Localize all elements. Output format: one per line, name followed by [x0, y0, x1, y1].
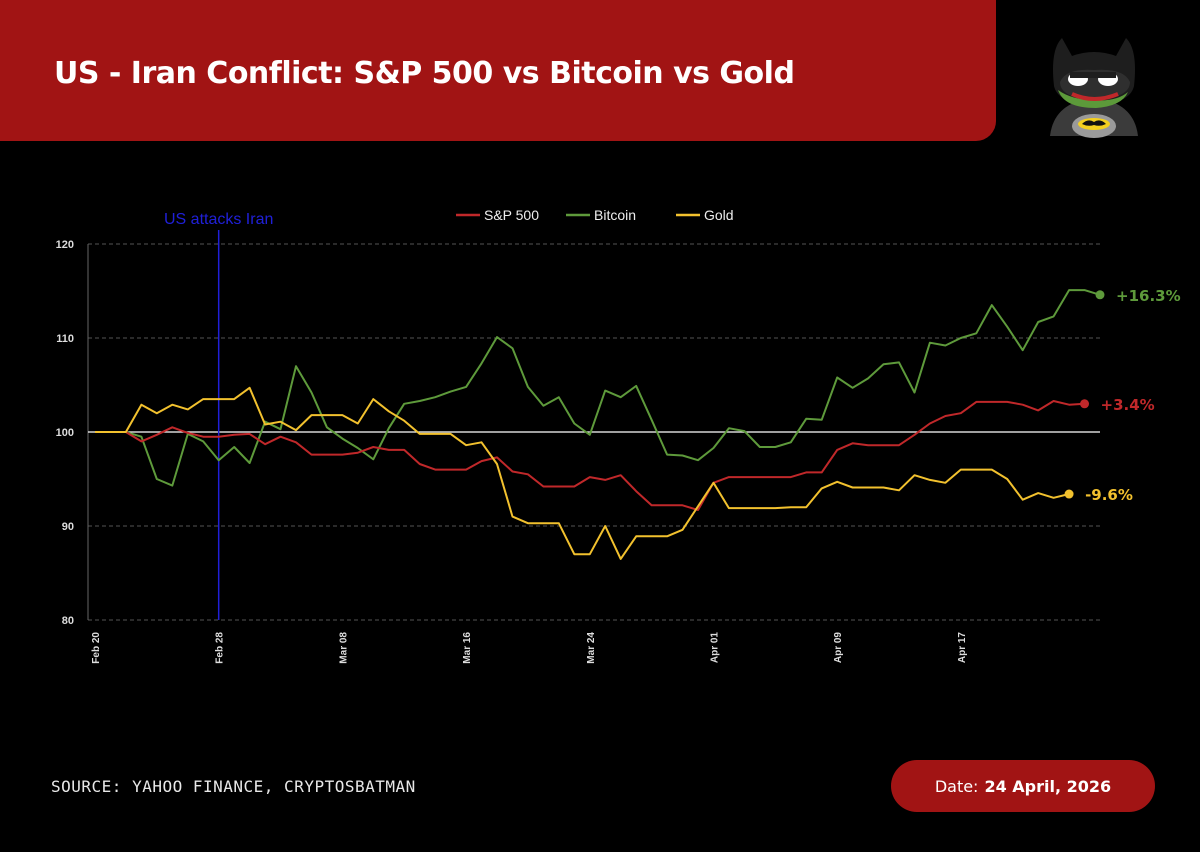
- end-marker-gold: [1064, 489, 1074, 499]
- y-axis: 80 90 100 110 120: [56, 239, 89, 627]
- legend-label: Bitcoin: [594, 207, 636, 223]
- series-line-bitcoin: [95, 289, 1101, 487]
- x-tick-label: Mar 24: [586, 632, 597, 664]
- end-marker-s-p-500: [1080, 399, 1090, 409]
- end-label: +16.3%: [1116, 287, 1181, 305]
- legend-label: Gold: [704, 207, 734, 223]
- legend-label: S&P 500: [484, 207, 539, 223]
- batman-pepe-avatar-icon: [1050, 38, 1138, 138]
- x-tick-label: Mar 08: [338, 632, 349, 664]
- end-label: +3.4%: [1101, 396, 1155, 414]
- chart-grid: [88, 243, 1100, 621]
- series-line-s-p-500: [95, 400, 1085, 511]
- y-tick-label: 120: [56, 239, 74, 251]
- date-value: 24 April, 2026: [984, 776, 1112, 796]
- event-label: US attacks Iran: [164, 211, 273, 228]
- chart-legend: S&P 500 Bitcoin Gold: [456, 207, 734, 223]
- series-lines: [95, 289, 1101, 560]
- x-tick-label: Apr 09: [833, 632, 844, 664]
- y-tick-label: 100: [56, 427, 74, 439]
- end-labels: +16.3% +3.4% -9.6%: [1064, 287, 1181, 504]
- x-tick-label: Apr 01: [709, 632, 720, 664]
- source-note: SOURCE: YAHOO FINANCE, CRYPTOSBATMAN: [51, 777, 416, 796]
- x-tick-label: Feb 28: [215, 632, 226, 664]
- date-badge: Date: 24 April, 2026: [891, 760, 1155, 812]
- page-title: US - Iran Conflict: S&P 500 vs Bitcoin v…: [54, 56, 795, 91]
- x-tick-label: Apr 17: [957, 632, 968, 664]
- x-axis: Feb 20 Feb 28 Mar 08 Mar 16 Mar 24 Apr 01 Apr …: [91, 632, 968, 664]
- date-label: Date:: [934, 776, 979, 796]
- x-tick-label: Feb 20: [91, 632, 102, 664]
- line-chart: 80 90 100 110 120 Feb 20 Feb 28 Mar 08 Mar 16 Ma…: [56, 207, 1181, 664]
- end-marker-bitcoin: [1095, 290, 1105, 300]
- y-tick-label: 80: [62, 615, 74, 627]
- end-label: -9.6%: [1085, 486, 1133, 504]
- y-tick-label: 110: [56, 333, 74, 345]
- header-banner: US - Iran Conflict: S&P 500 vs Bitcoin v…: [0, 0, 996, 141]
- x-tick-label: Mar 16: [462, 632, 473, 664]
- avatar: [1050, 38, 1138, 138]
- y-tick-label: 90: [62, 521, 74, 533]
- series-line-gold: [95, 386, 1070, 560]
